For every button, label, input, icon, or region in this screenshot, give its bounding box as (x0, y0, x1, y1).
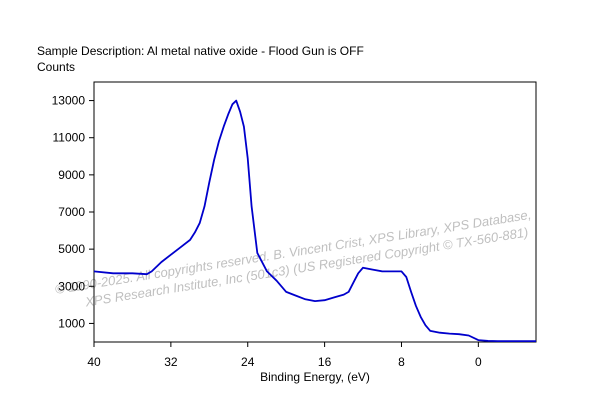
x-tick-label: 8 (398, 355, 405, 369)
y-tick-label: 7000 (58, 205, 85, 219)
x-tick-label: 0 (475, 355, 482, 369)
y-tick-label: 1000 (58, 316, 85, 330)
x-tick-label: 16 (318, 355, 332, 369)
watermark-line-1: © 1990-2025. All copyrights reserved. B.… (54, 207, 532, 297)
x-axis: 40 32 24 16 8 0 (87, 342, 482, 369)
y-tick-label: 13000 (52, 94, 86, 108)
x-axis-label: Binding Energy, (eV) (94, 370, 536, 384)
x-tick-label: 24 (241, 355, 255, 369)
x-tick-label: 40 (87, 355, 101, 369)
plot-frame (94, 82, 536, 342)
y-tick-label: 5000 (58, 242, 85, 256)
y-tick-label: 3000 (58, 279, 85, 293)
x-tick-label: 32 (164, 355, 178, 369)
y-tick-label: 9000 (58, 168, 85, 182)
y-tick-label: 11000 (53, 131, 86, 145)
copyright-watermark: © 1990-2025. All copyrights reserved. B.… (54, 207, 535, 314)
